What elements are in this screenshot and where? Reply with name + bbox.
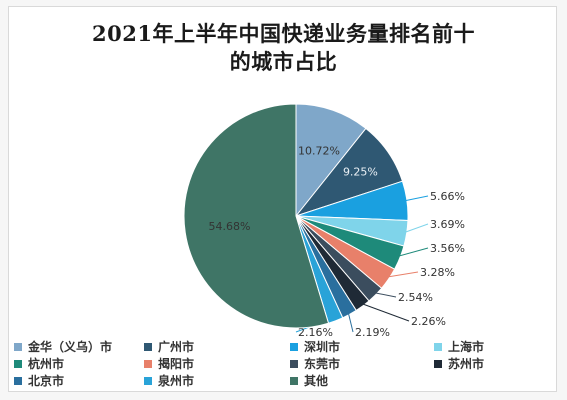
slice-data-label: 54.68% (209, 220, 251, 233)
legend-entry: 东莞市 (290, 356, 340, 371)
slice-data-label: 3.56% (430, 242, 465, 255)
slice-data-label: 2.19% (355, 326, 390, 339)
leader-line (403, 223, 429, 234)
leader-line (385, 271, 419, 278)
legend-entry: 苏州市 (434, 356, 484, 371)
legend-entry: 广州市 (144, 339, 194, 354)
pie-slice (183, 103, 330, 329)
legend-entry: 其他 (290, 373, 328, 388)
legend-swatch (290, 376, 298, 385)
chart-title-line-1: 2021年上半年中国快递业务量排名前十 (92, 21, 475, 46)
slice-data-label: 2.16% (298, 326, 333, 339)
legend-label: 深圳市 (304, 340, 341, 354)
legend-entry: 泉州市 (144, 373, 194, 388)
legend-entry: 揭阳市 (144, 356, 194, 371)
slice-data-label: 2.54% (398, 291, 433, 304)
legend-label: 其他 (304, 374, 329, 388)
legend-label: 广州市 (158, 340, 195, 354)
legend-label: 苏州市 (448, 357, 485, 371)
legend-swatch (144, 376, 152, 385)
leader-line (360, 302, 410, 322)
legend-label: 金华（义乌）市 (28, 340, 113, 354)
legend-entry: 上海市 (434, 339, 484, 354)
legend-entry: 深圳市 (290, 339, 340, 354)
legend-label: 北京市 (28, 374, 65, 388)
chart-title-line-2: 的城市占比 (229, 49, 338, 74)
slice-data-label: 9.25% (343, 165, 378, 178)
legend-swatch (434, 342, 442, 351)
slice-data-label: 10.72% (298, 144, 340, 157)
legend-swatch (14, 359, 22, 368)
legend-swatch (434, 359, 442, 368)
legend-swatch (14, 342, 22, 351)
legend-swatch (290, 342, 298, 351)
slice-data-label: 5.66% (430, 190, 465, 203)
legend-entry: 金华（义乌）市 (14, 339, 112, 354)
leader-line (403, 195, 429, 202)
legend-label: 上海市 (448, 340, 485, 354)
legend-swatch (14, 376, 22, 385)
legend-label: 泉州市 (158, 374, 195, 388)
legend-swatch (144, 342, 152, 351)
leader-line (373, 292, 397, 298)
legend-entry: 杭州市 (14, 356, 64, 371)
slice-data-label: 2.26% (411, 315, 446, 328)
legend-label: 揭阳市 (158, 357, 195, 371)
slice-data-label: 3.69% (430, 218, 465, 231)
legend-label: 东莞市 (304, 357, 341, 371)
leader-line (396, 247, 429, 258)
legend-label: 杭州市 (28, 357, 65, 371)
legend-swatch (290, 359, 298, 368)
slice-data-label: 3.28% (420, 266, 455, 279)
pie-slice (295, 103, 367, 218)
legend-entry: 北京市 (14, 373, 64, 388)
leader-line (347, 311, 354, 333)
legend-swatch (144, 359, 152, 368)
